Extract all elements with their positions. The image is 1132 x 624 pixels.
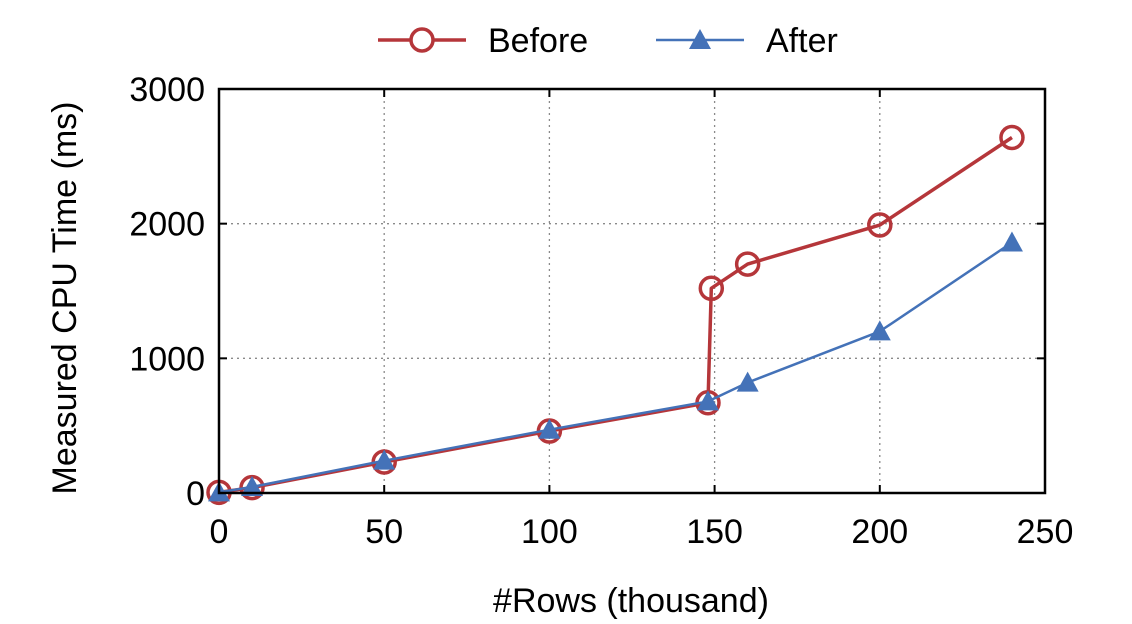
series-layer xyxy=(206,124,1025,506)
y-tick-label: 0 xyxy=(186,475,205,513)
legend: Before After xyxy=(378,22,838,60)
data-point-after xyxy=(1000,231,1023,252)
x-tick-label: 50 xyxy=(365,513,403,551)
y-tick-label: 3000 xyxy=(129,71,205,109)
grid-lines xyxy=(219,89,1045,493)
data-point-before xyxy=(698,275,725,302)
series-line-before xyxy=(218,136,1013,495)
legend-label-after: After xyxy=(766,22,838,60)
series-after xyxy=(208,231,1023,502)
legend-marker-before xyxy=(409,27,435,53)
x-tick-label: 150 xyxy=(686,513,743,551)
data-point-before xyxy=(999,124,1025,151)
data-point-before xyxy=(734,251,761,277)
data-point-after xyxy=(241,475,264,496)
data-point-before xyxy=(867,212,893,238)
y-axis-title: Measured CPU Time (ms) xyxy=(46,102,84,495)
plot-frame xyxy=(217,87,1047,495)
legend-item-before: Before xyxy=(378,22,588,60)
x-axis-title: #Rows (thousand) xyxy=(493,582,769,620)
y-tick-label: 2000 xyxy=(129,206,205,244)
legend-label-before: Before xyxy=(488,22,588,60)
series-before xyxy=(206,124,1025,506)
x-tick-label: 100 xyxy=(521,513,578,551)
data-point-after xyxy=(696,390,719,411)
tick-layer: 0 50 100 150 200 250 0 1000 2000 3000 xyxy=(129,71,1073,551)
data-point-after xyxy=(868,320,891,341)
x-tick-label: 200 xyxy=(851,513,908,551)
y-tick-label: 1000 xyxy=(129,340,205,378)
x-tick-label: 250 xyxy=(1017,513,1074,551)
data-point-after xyxy=(538,418,561,439)
x-tick-label: 0 xyxy=(210,513,229,551)
data-point-after xyxy=(736,371,759,392)
series-line-after xyxy=(218,241,1013,494)
legend-marker-after xyxy=(689,29,711,49)
data-point-after xyxy=(373,449,396,470)
legend-item-after: After xyxy=(656,22,838,60)
